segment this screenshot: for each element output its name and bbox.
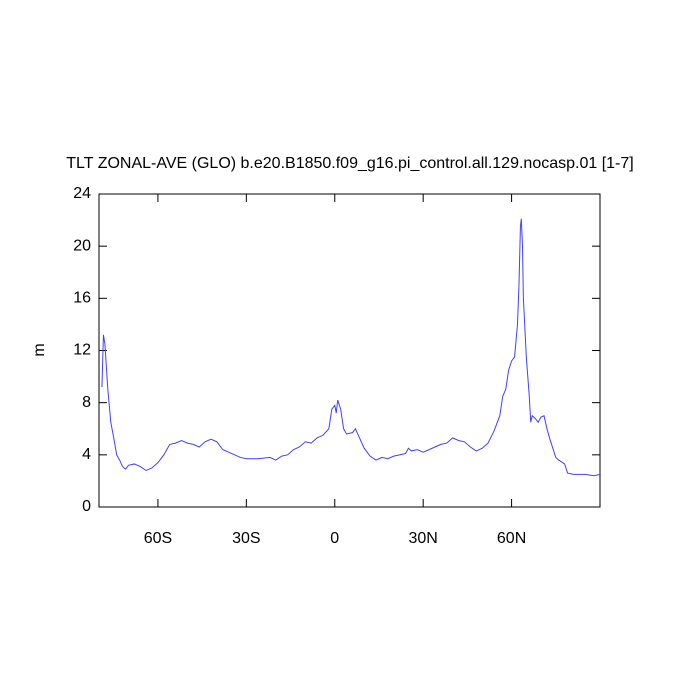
x-tick-label: 60S xyxy=(144,530,172,547)
data-line xyxy=(101,218,601,477)
y-tick-label: 24 xyxy=(73,185,91,202)
x-tick-label: 30N xyxy=(408,530,437,547)
y-tick-label: 20 xyxy=(73,237,91,254)
x-tick-label: 0 xyxy=(330,530,339,547)
y-tick-label: 16 xyxy=(73,290,91,307)
chart-title: TLT ZONAL-AVE (GLO) b.e20.B1850.f09_g16.… xyxy=(66,155,633,172)
y-tick-label: 0 xyxy=(82,498,91,515)
x-tick-label: 60N xyxy=(497,530,526,547)
y-axis-label: m xyxy=(31,343,48,356)
y-tick-label: 4 xyxy=(82,446,91,463)
plot-frame xyxy=(98,193,601,508)
y-tick-label: 12 xyxy=(73,342,91,359)
x-tick-label: 30S xyxy=(232,530,260,547)
y-tick-label: 8 xyxy=(82,394,91,411)
